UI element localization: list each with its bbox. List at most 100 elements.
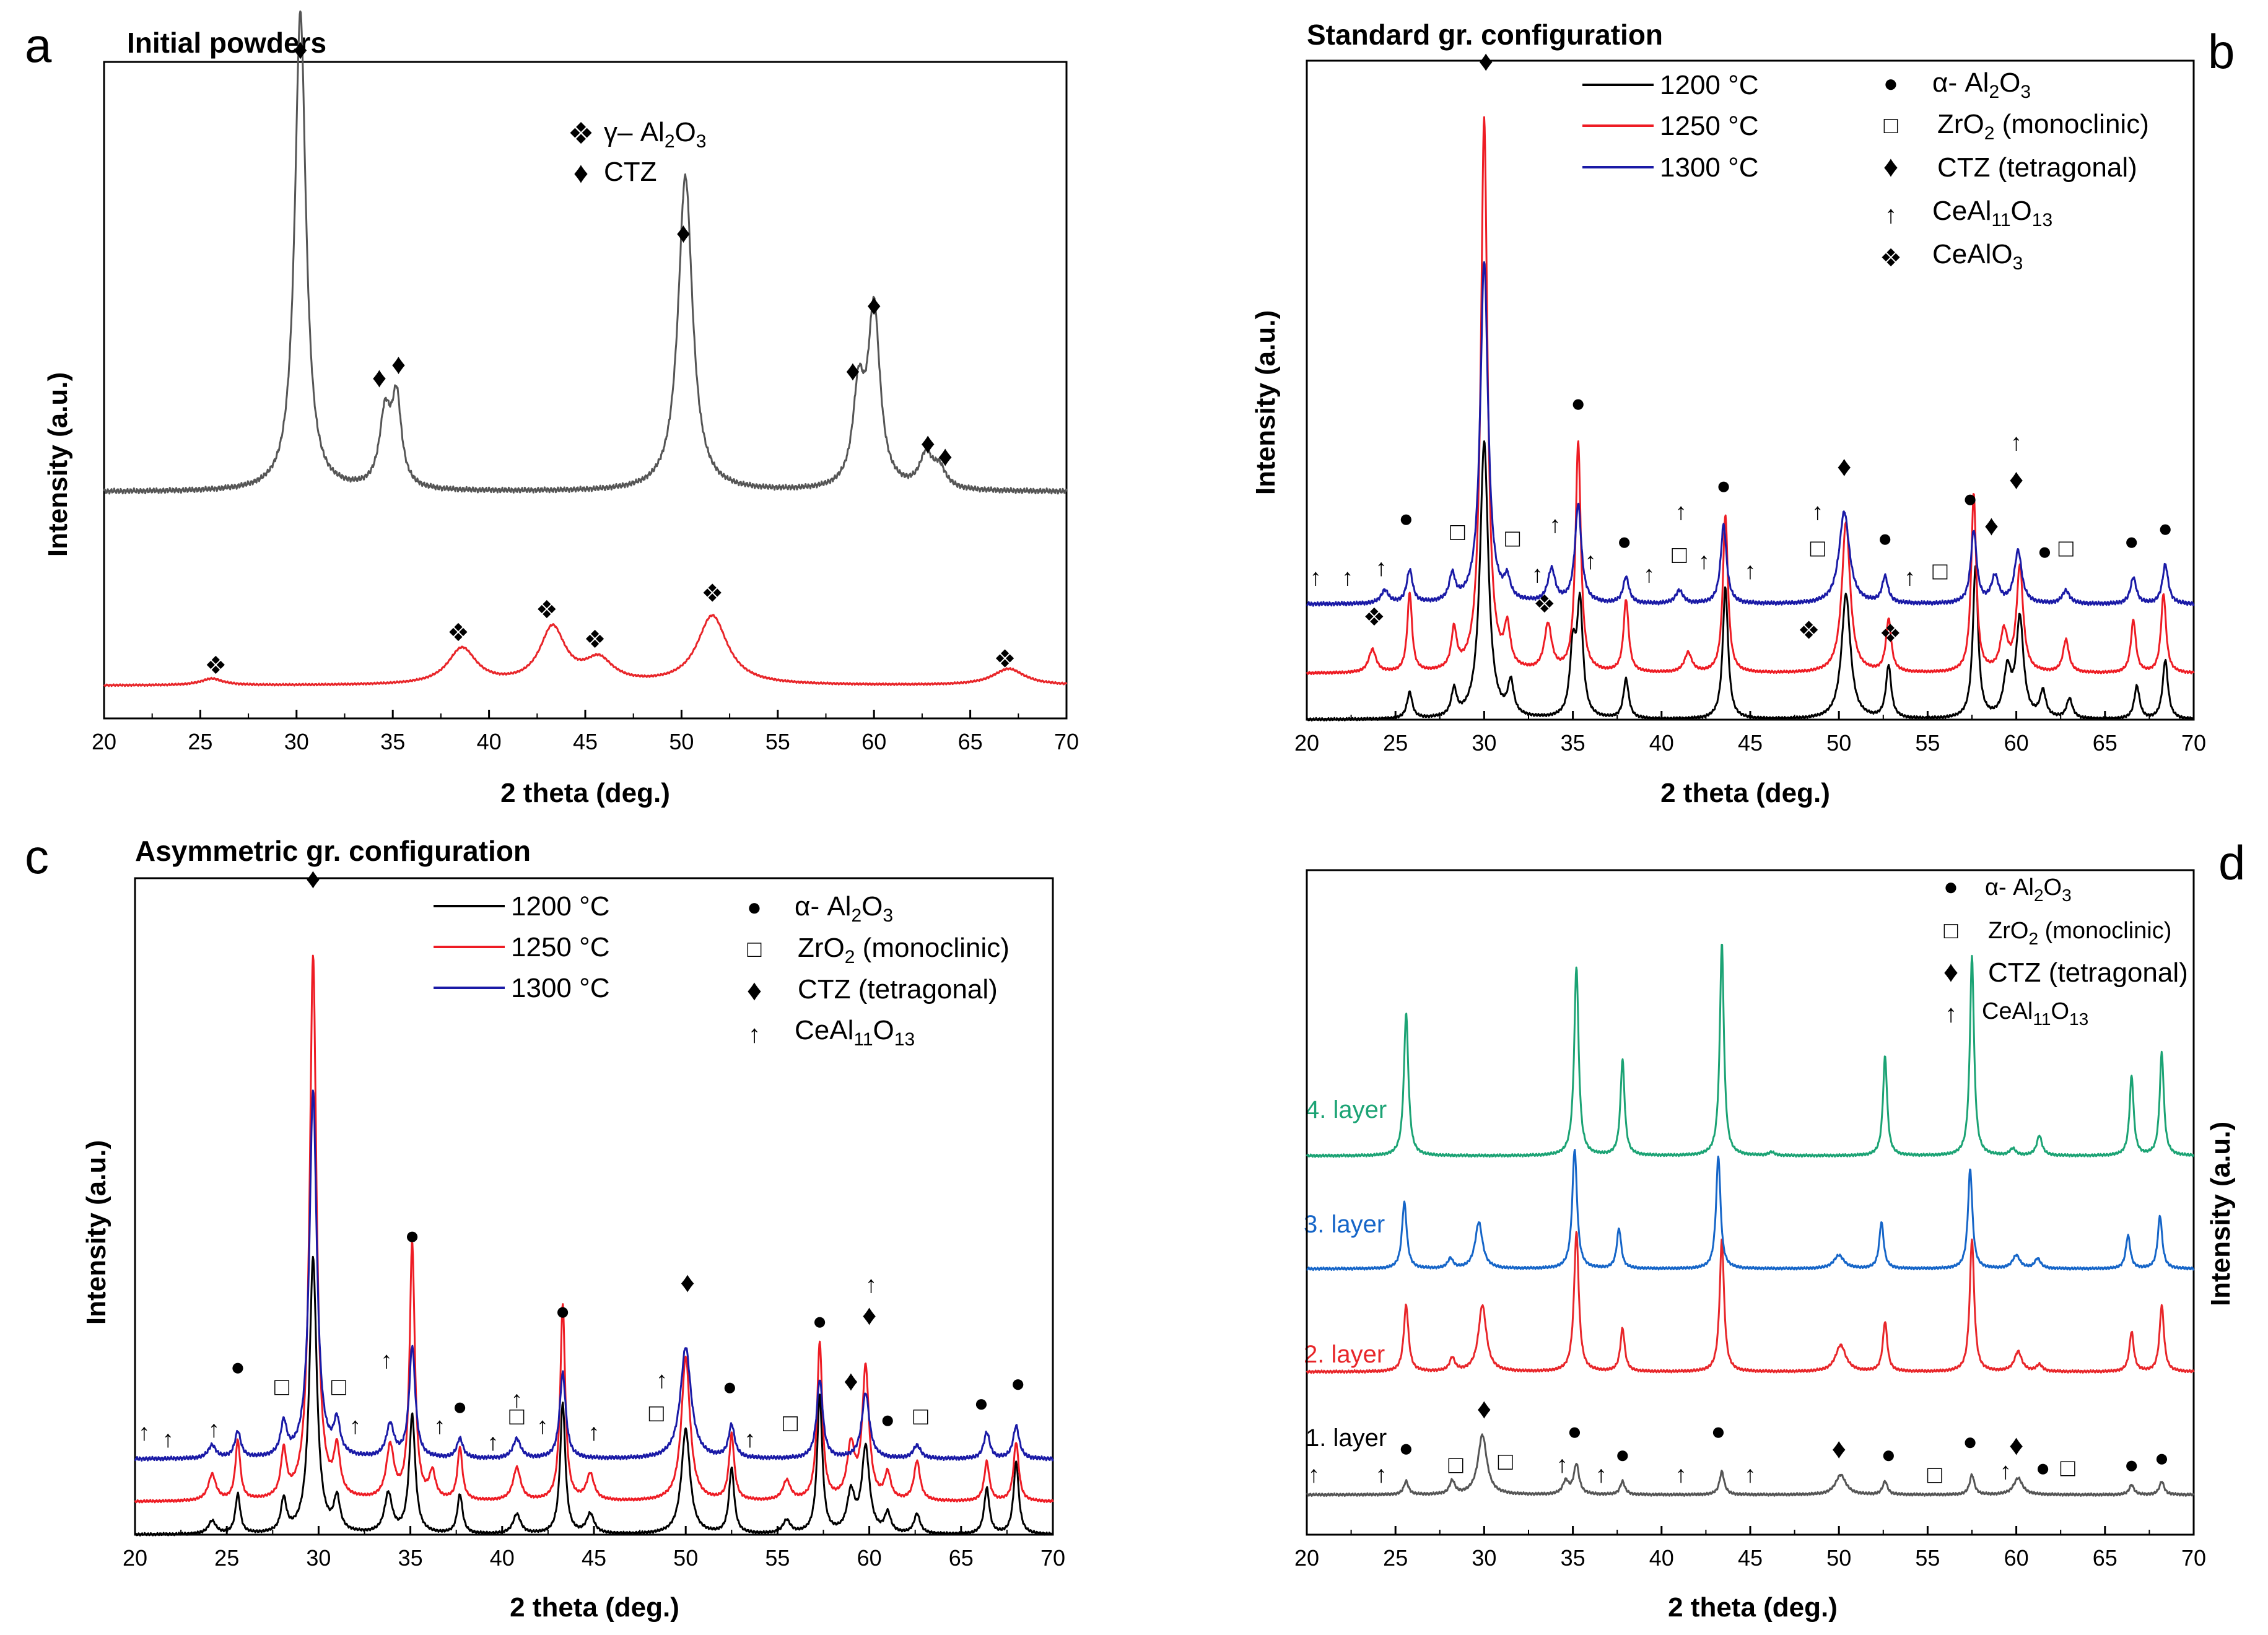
clover-marker: ❖ (1363, 604, 1385, 631)
clover-marker: ❖ (204, 652, 227, 679)
legend-circle-symbol: ● (747, 894, 762, 921)
panel-d-ylabel: Intensity (a.u.) (2205, 1122, 2236, 1306)
circle-marker: ● (2158, 515, 2173, 542)
chart-c: 20 25 30 35 40 45 50 55 60 65 70 ♦ ● □ □ ● ● □ ● ♦ □ ● □ ● ♦ ♦ ● □ ●… (123, 862, 1065, 1571)
legend-ctz-label: CTZ (tetragonal) (798, 974, 998, 1005)
arrow-marker: ↑ (537, 1413, 549, 1439)
circle-marker: ● (1011, 1370, 1026, 1397)
circle-marker: ● (1398, 505, 1413, 532)
layer-3-label: 3. layer (1304, 1211, 1385, 1238)
circle-marker: ● (1716, 472, 1731, 499)
x-tick-label-55: 55 (1915, 730, 1940, 756)
circle-marker: ● (1615, 1441, 1630, 1468)
legend-diamond-symbol: ♦ (747, 974, 762, 1007)
arrow-marker: ↑ (434, 1413, 446, 1439)
arrow-marker: ↑ (865, 1272, 877, 1298)
square-marker: □ (783, 1410, 798, 1437)
circle-marker: ● (812, 1308, 827, 1335)
arrow-marker: ↑ (656, 1367, 668, 1393)
x-tick-label-35: 35 (398, 1545, 423, 1571)
panel-b-ylabel: Intensity (a.u.) (1250, 310, 1281, 495)
chart-d: 20 25 30 35 40 45 50 55 60 65 70 ♦ ● □ □ ● ● ● ♦ ● □ ● ♦ ● □ ● ● ↑ ↑… (1294, 869, 2206, 1571)
circle-marker: ● (880, 1406, 895, 1434)
circle-marker: ● (1571, 390, 1585, 417)
arrow-marker: ↑ (138, 1420, 150, 1446)
square-marker: □ (2059, 534, 2074, 562)
x-tick-label-50: 50 (1826, 730, 1851, 756)
x-tick-label-65: 65 (958, 729, 983, 754)
legend-zro2-label: ZrO2 (monoclinic) (1937, 109, 2149, 144)
legend-diamond-symbol: ♦ (1943, 956, 1959, 988)
x-tick-label-60: 60 (2004, 730, 2029, 756)
legend-clover-symbol: ❖ (567, 118, 594, 150)
circle-marker: ● (722, 1374, 737, 1401)
x-tick-label-70: 70 (2181, 730, 2206, 756)
clover-marker: ❖ (1533, 591, 1556, 618)
legend-ceal11o13-label: CeAl11O13 (1932, 196, 2052, 230)
arrow-marker: ↑ (2010, 430, 2022, 456)
circle-marker: ● (1963, 1428, 1978, 1455)
square-marker: □ (331, 1374, 346, 1401)
circle-marker: ● (1567, 1418, 1582, 1445)
diamond-marker: ♦ (680, 1266, 694, 1298)
x-tick-label-30: 30 (284, 729, 309, 754)
circle-marker: ● (2124, 528, 2139, 556)
x-tick-label-45: 45 (1738, 1545, 1763, 1571)
square-marker: □ (1932, 558, 1947, 585)
x-tick-label-65: 65 (2093, 1545, 2118, 1571)
diamond-marker: ♦ (372, 361, 386, 393)
legend-clover-symbol: ❖ (1880, 245, 1902, 272)
diamond-marker: ♦ (2009, 1429, 2023, 1461)
legend-square-symbol: □ (1944, 918, 1958, 944)
clover-marker: ❖ (584, 626, 606, 653)
x-tick-label-20: 20 (92, 729, 116, 754)
arrow-marker: ↑ (1376, 1462, 1387, 1488)
panel-c-title: Asymmetric gr. configuration (135, 835, 531, 867)
legend-circle-symbol: ● (1943, 873, 1958, 900)
arrow-marker: ↑ (208, 1416, 220, 1442)
circle-marker: ● (2037, 538, 2052, 565)
square-marker: □ (1448, 1451, 1463, 1478)
x-tick-label-50: 50 (1826, 1545, 1851, 1571)
x-tick-label-65: 65 (949, 1545, 974, 1571)
x-tick-label-40: 40 (477, 729, 502, 754)
series-line-1250-C (1306, 116, 2195, 675)
series-line-2-layer (1306, 1231, 2195, 1374)
circle-marker: ● (2035, 1455, 2050, 1482)
series-line-3-layer (1306, 1149, 2195, 1271)
arrow-marker: ↑ (349, 1413, 361, 1439)
arrow-marker: ↑ (1549, 512, 1561, 538)
arrow-marker: ↑ (1675, 499, 1687, 525)
legend-diamond-symbol: ♦ (574, 157, 589, 190)
legend-gamma-alumina-label: γ– Al2O3 (604, 117, 706, 152)
diamond-marker: ♦ (938, 440, 952, 472)
square-marker: □ (914, 1403, 928, 1430)
x-tick-label-25: 25 (188, 729, 212, 754)
panel-c: c Asymmetric gr. configuration Intensity… (25, 829, 1010, 1623)
circle-marker: ● (2124, 1451, 2139, 1478)
circle-marker: ● (1963, 486, 1978, 513)
chart-a: 20 25 30 35 40 45 50 55 60 65 70♦♦ ♦♦♦♦♦ ♦❖❖❖❖❖❖ (92, 10, 1079, 754)
panel-d-legend: ● α- Al2O3 □ ZrO2 (monoclinic) ♦ CTZ (te… (1943, 873, 2188, 1029)
square-marker: □ (1498, 1448, 1513, 1475)
legend-ctz-label: CTZ (tetragonal) (1988, 957, 2188, 988)
diamond-marker: ♦ (920, 427, 935, 459)
legend-zro2-label: ZrO2 (monoclinic) (1988, 918, 2171, 948)
square-marker: □ (509, 1403, 524, 1430)
square-marker: □ (649, 1400, 664, 1427)
legend-1250-label: 1250 °C (1660, 111, 1758, 141)
diamond-marker: ♦ (1984, 509, 1999, 541)
series-line-1200-C (1306, 440, 2195, 722)
x-tick-label-25: 25 (214, 1545, 239, 1571)
x-tick-label-60: 60 (861, 729, 886, 754)
diamond-marker: ♦ (845, 354, 860, 386)
circle-marker: ● (453, 1393, 468, 1420)
x-tick-label-20: 20 (1294, 1545, 1319, 1571)
arrow-marker: ↑ (2000, 1458, 2012, 1485)
panel-b-title: Standard gr. configuration (1307, 19, 1663, 51)
panel-c-xlabel: 2 theta (deg.) (510, 1592, 679, 1623)
clover-marker: ❖ (1879, 621, 1901, 648)
series-line-1300-C (1306, 261, 2195, 607)
legend-1200-label: 1200 °C (511, 891, 609, 922)
diamond-marker: ♦ (1477, 1392, 1491, 1424)
